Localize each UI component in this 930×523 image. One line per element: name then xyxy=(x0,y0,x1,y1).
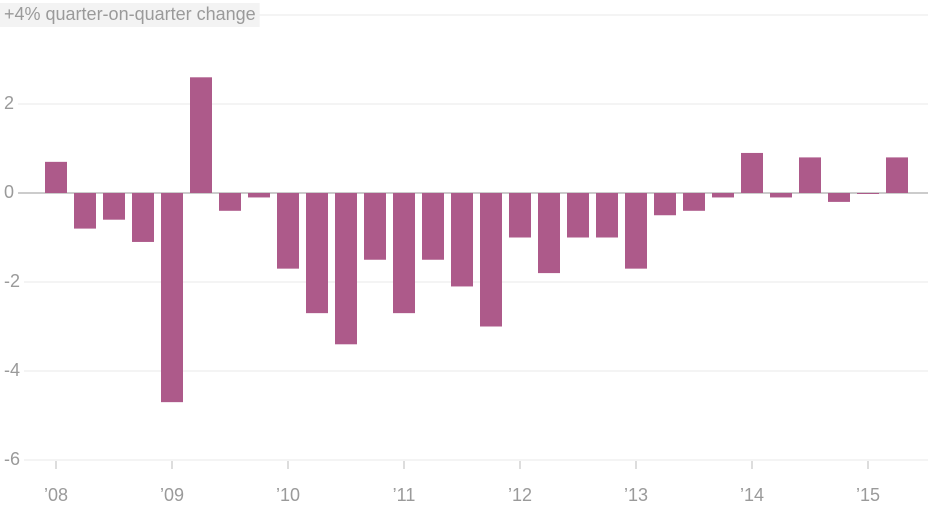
bar xyxy=(74,193,96,229)
bar xyxy=(799,157,821,193)
tick-label-background xyxy=(0,359,25,383)
bar xyxy=(451,193,473,287)
bar xyxy=(103,193,125,220)
bar xyxy=(335,193,357,345)
x-tick-label: ’11 xyxy=(393,485,416,505)
bar xyxy=(741,152,763,193)
y-tick-label: 0 xyxy=(4,182,14,202)
bar xyxy=(857,193,879,194)
bar xyxy=(567,193,589,238)
x-tick-label: ’10 xyxy=(276,485,300,505)
bar xyxy=(480,193,502,327)
bar xyxy=(219,193,241,211)
x-tick-label: ’12 xyxy=(508,485,532,505)
y-tick-label: 2 xyxy=(4,93,14,113)
x-tick-label: ’09 xyxy=(160,485,184,505)
bar xyxy=(161,193,183,403)
x-tick-label: ’15 xyxy=(856,485,880,505)
tick-label-background xyxy=(0,181,19,205)
bar xyxy=(712,193,734,198)
bar xyxy=(770,193,792,198)
tick-label-background xyxy=(0,3,260,27)
bar xyxy=(422,193,444,260)
bar xyxy=(683,193,705,211)
bar xyxy=(306,193,328,314)
tick-label-background xyxy=(0,92,19,116)
bar xyxy=(45,161,67,193)
y-tick-label: -6 xyxy=(4,449,20,469)
bar xyxy=(828,193,850,202)
x-tick-label: ’13 xyxy=(624,485,648,505)
bar xyxy=(132,193,154,242)
bar xyxy=(190,77,212,193)
bar xyxy=(886,157,908,193)
bar xyxy=(538,193,560,274)
y-tick-label: -4 xyxy=(4,360,20,380)
bar xyxy=(248,193,270,198)
x-tick-label: ’08 xyxy=(44,485,68,505)
bar xyxy=(393,193,415,314)
bar xyxy=(509,193,531,238)
bar xyxy=(364,193,386,260)
bar xyxy=(596,193,618,238)
y-tick-label: +4% quarter-on-quarter change xyxy=(4,4,256,24)
bar xyxy=(654,193,676,216)
bar xyxy=(625,193,647,269)
x-tick-label: ’14 xyxy=(740,485,764,505)
tick-label-background xyxy=(0,270,25,294)
tick-label-background xyxy=(0,448,25,472)
bar xyxy=(277,193,299,269)
y-tick-label: -2 xyxy=(4,271,20,291)
